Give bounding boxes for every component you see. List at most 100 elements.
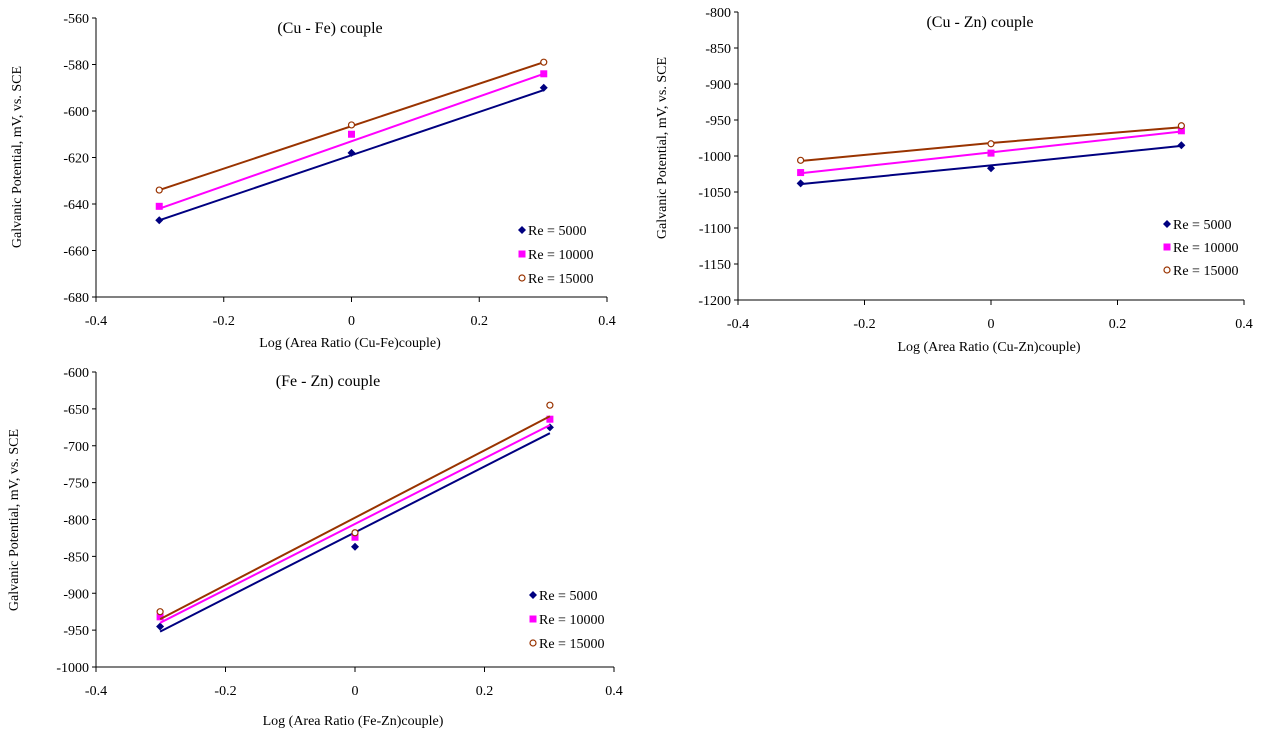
data-point [797,169,805,177]
y-tick-label: -800 [63,514,89,529]
data-point [1177,127,1185,135]
y-tick-label: -900 [705,78,731,93]
series-1 [156,415,554,624]
data-point [351,542,359,551]
series-2 [156,401,554,620]
data-point [351,533,359,541]
y-tick-label: -1150 [699,258,731,273]
data-point [1177,141,1186,150]
data-point [546,415,554,423]
y-tick-label: -620 [63,152,89,167]
x-tick-label: -0.2 [853,317,875,332]
x-tick-label: 0.2 [1109,317,1127,332]
chart-title: (Cu - Fe) couple [277,20,382,37]
legend-label: Re = 5000 [539,589,597,604]
x-tick-label: -0.4 [727,317,749,332]
data-point [540,70,548,78]
data-point [155,202,163,210]
legend-label: Re = 5000 [528,224,586,239]
data-point [348,130,355,138]
y-tick-label: -1000 [698,150,731,165]
series-0 [156,423,554,633]
y-tick-label: -600 [63,366,89,381]
y-tick-label: -900 [63,587,89,602]
data-point [987,164,995,173]
series-0 [155,83,548,225]
legend-label: Re = 15000 [1173,264,1238,279]
chart-cu-fe: -560 -580 -600 -620 -640 -660 -680 -0.4 -0.2 0 0.2… [10,12,616,351]
legend-marker [518,274,526,282]
series-0 [796,141,1186,188]
y-tick-label: -680 [63,291,89,306]
chart-fe-zn: -600 -650 -700 -750 -800 -850 -900 -950 -1000 -0.… [7,366,623,729]
y-tick-label: -560 [63,12,89,27]
data-point [347,148,356,157]
data-point [987,140,995,148]
y-tick-label: -950 [63,624,89,639]
legend-marker [1163,243,1171,251]
x-tick-label: -0.2 [214,684,236,699]
x-tick-label: 0.2 [471,314,489,329]
y-tick-label: -580 [63,59,89,74]
data-point [351,529,359,537]
data-point [156,608,164,616]
y-tick-label: -800 [705,6,731,21]
y-tick-label: -600 [63,105,89,120]
data-point [987,149,995,157]
data-point [797,156,805,164]
y-tick-label: -850 [705,42,731,57]
y-tick-label: -750 [63,477,89,492]
x-tick-label: 0.2 [476,684,494,699]
chart-cu-zn: -800 -850 -900 -950 -1000 -1050 -1100 -1150 -120… [655,6,1253,355]
data-point [155,186,163,194]
legend-label: Re = 10000 [539,613,604,628]
y-tick-label: -1050 [698,186,731,201]
x-axis-label: Log (Area Ratio (Cu-Fe)couple) [259,336,441,351]
x-axis-label: Log (Area Ratio (Cu-Zn)couple) [897,340,1080,355]
data-point [155,216,164,225]
x-tick-label: 0 [352,684,359,699]
y-tick-label: -1100 [699,222,731,237]
y-axis-label: Galvanic Potential, mV, vs. SCE [7,429,22,611]
x-tick-label: -0.2 [213,314,235,329]
x-tick-label: 0.4 [605,684,623,699]
series-1 [797,127,1185,177]
x-tick-label: 0.4 [598,314,616,329]
legend-label: Re = 10000 [528,248,593,263]
legend-label: Re = 15000 [528,272,593,287]
chart-title: (Cu - Zn) couple [926,14,1033,31]
legend-marker [1163,220,1171,228]
series-1 [155,70,548,210]
x-tick-label: -0.4 [85,684,107,699]
x-axis-label: Log (Area Ratio (Fe-Zn)couple) [263,714,444,729]
chart-title: (Fe - Zn) couple [276,373,380,390]
y-tick-label: -640 [63,198,89,213]
x-tick-label: -0.4 [85,314,107,329]
x-tick-label: 0 [988,317,995,332]
legend-marker [529,615,537,623]
data-point [156,622,165,631]
y-tick-label: -660 [63,245,89,260]
y-tick-label: -850 [63,550,89,565]
data-point [539,83,548,92]
trend-line [158,72,545,210]
series-2 [155,58,548,194]
data-point [796,179,805,188]
series-2 [797,122,1185,164]
y-axis-label: Galvanic Potential, mV, vs. SCE [10,66,25,248]
data-point [156,613,164,621]
y-tick-label: -1200 [698,294,731,309]
x-tick-label: 0 [348,314,355,329]
legend-label: Re = 10000 [1173,241,1238,256]
legend-marker [1163,266,1171,274]
data-point [1177,122,1185,130]
data-point [347,121,356,129]
trend-line [159,415,551,620]
data-point [546,401,554,409]
legend-label: Re = 5000 [1173,218,1231,233]
legend-marker [529,639,537,647]
y-tick-label: -1000 [56,661,89,676]
x-tick-label: 0.4 [1235,317,1253,332]
y-tick-label: -650 [63,403,89,418]
legend-label: Re = 15000 [539,637,604,652]
